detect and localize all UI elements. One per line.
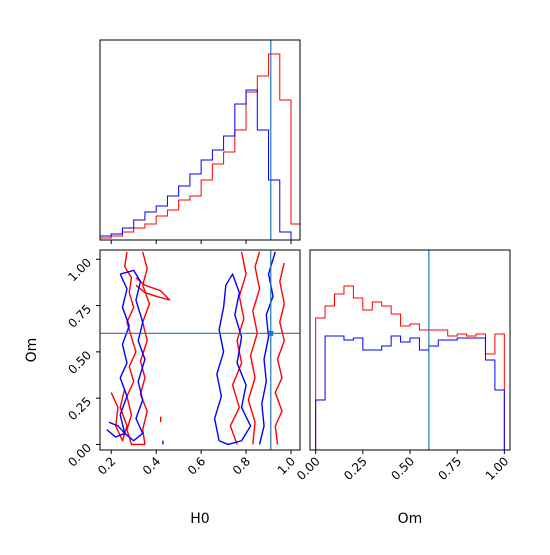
h0-histogram-series-1 bbox=[99, 53, 301, 240]
contour-series_a-4 bbox=[229, 251, 247, 445]
joint-ytick-label: 1.00 bbox=[65, 255, 94, 284]
om-histogram-series-2 bbox=[315, 335, 505, 450]
joint-ytick-label: 0.50 bbox=[65, 348, 94, 377]
joint-xtick-label: 0.6 bbox=[185, 454, 208, 477]
contour-series_a-6 bbox=[274, 262, 285, 445]
contour-series_a-3 bbox=[135, 277, 171, 301]
x-axis-label-h0: H0 bbox=[190, 511, 209, 527]
joint-ytick-label: 0.25 bbox=[65, 394, 94, 423]
joint-frame bbox=[99, 249, 301, 451]
joint-truth-marker bbox=[268, 330, 274, 336]
joint-xtick-label: 0.8 bbox=[230, 454, 253, 477]
om-marginal-xtick-label: 0.50 bbox=[388, 454, 417, 483]
om-marginal-xtick-label: 1.00 bbox=[483, 454, 512, 483]
om-marginal-xtick-label: 0.75 bbox=[435, 454, 464, 483]
joint-ytick-label: 0.75 bbox=[65, 302, 94, 331]
h0-om-joint-panel: 0.2 0.4 0.6 0.8 1.00.000.250.500.751.00 bbox=[65, 249, 301, 478]
h0-histogram-series-2 bbox=[99, 89, 300, 241]
contour-series_b-9 bbox=[106, 421, 126, 438]
contour-series_a-2 bbox=[110, 388, 128, 442]
om-marginal-xtick-label: 0.00 bbox=[294, 454, 323, 483]
contour-series_b-8 bbox=[119, 269, 146, 442]
om-histogram-series-1 bbox=[315, 285, 505, 450]
om-marginal-xtick-label: 0.25 bbox=[341, 454, 370, 483]
joint-xtick-label: 0.2 bbox=[95, 454, 118, 477]
om-marginal-panel: 0.00 0.25 0.50 0.75 1.00 bbox=[294, 249, 512, 483]
joint-ytick-label: 0.00 bbox=[65, 441, 94, 470]
h0-marginal-panel bbox=[99, 39, 301, 244]
contour-series_b-11 bbox=[258, 251, 276, 445]
x-axis-label-om: Om bbox=[398, 511, 423, 527]
contour-series_b-10 bbox=[213, 273, 252, 446]
h0-marginal-frame bbox=[99, 39, 301, 241]
contour-series_a-5 bbox=[247, 251, 261, 445]
joint-xtick-label: 0.4 bbox=[140, 454, 163, 477]
y-axis-label-om: Om bbox=[24, 338, 40, 363]
om-marginal-frame bbox=[309, 249, 511, 451]
